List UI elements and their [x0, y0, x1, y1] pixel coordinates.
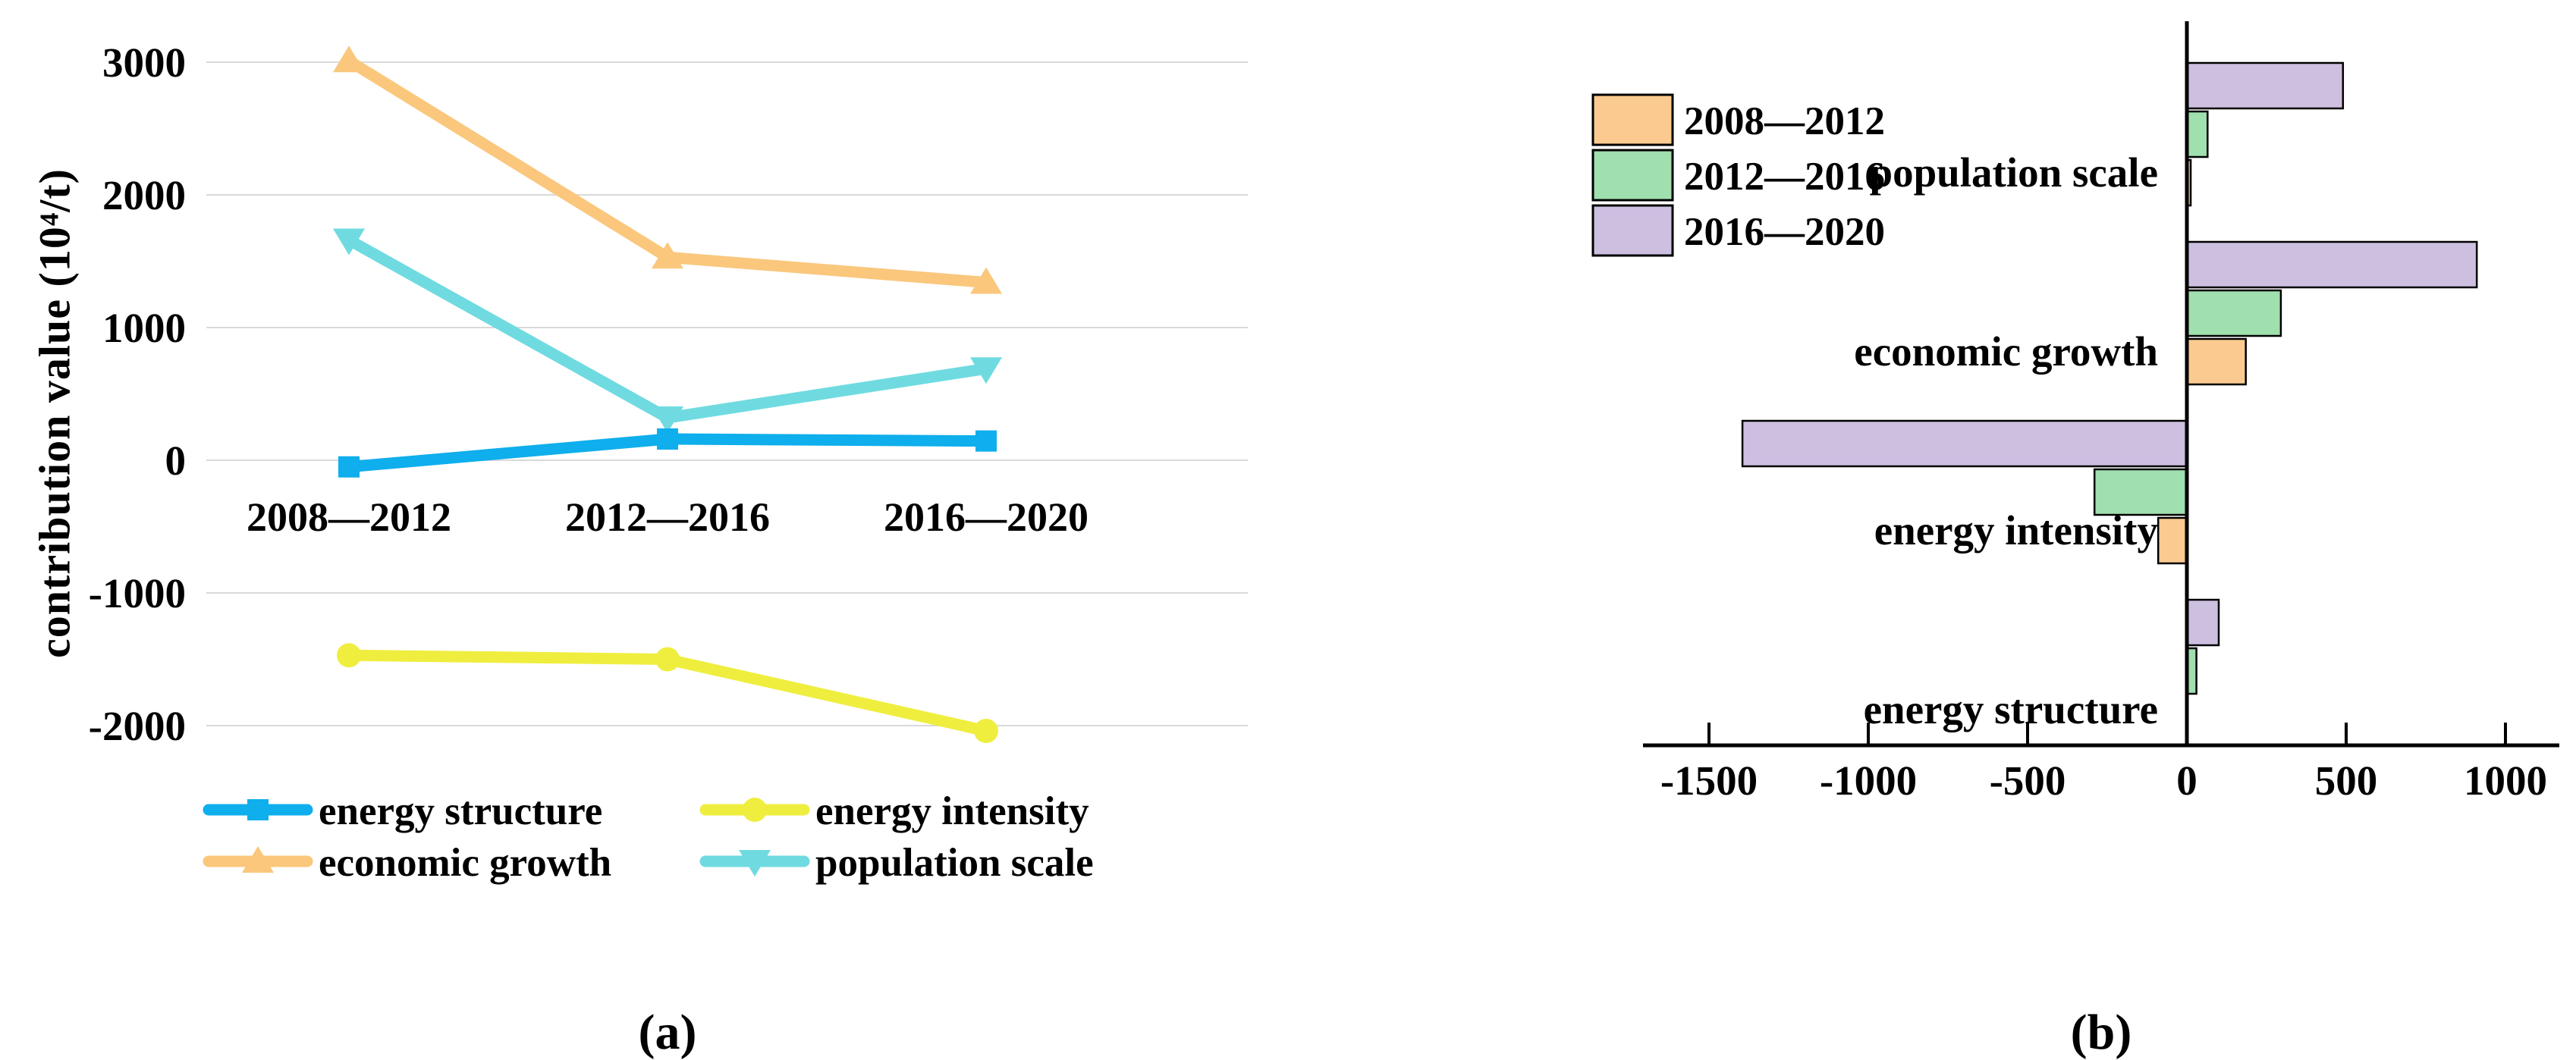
data-point-marker-population-scale [652, 406, 683, 433]
legend-item: 2012—2016 [1591, 149, 1885, 202]
y-tick-label: 0 [165, 437, 187, 484]
category-label: 2008—2012 [247, 494, 451, 540]
bar-population-scale-2012—2016 [2185, 110, 2209, 158]
category-label: 2012—2016 [565, 494, 770, 540]
category-label: energy intensity [1874, 507, 2158, 554]
data-point-marker-economic-growth [652, 242, 683, 269]
legend-item: 2008—2012 [1591, 93, 1885, 146]
legend-item: energy structure [203, 789, 602, 833]
line-chart: 3000 2000 1000 0 -1000 -2000 2008—2012 2012—201… [89, 39, 1248, 885]
category-label: 2016—2020 [884, 494, 1089, 540]
legend-label: 2008—2012 [1684, 99, 1885, 143]
legend-item: energy intensity [699, 789, 1089, 833]
legend-marker [743, 798, 767, 822]
legend-label: energy structure [319, 789, 602, 833]
data-point-marker-energy-structure [657, 428, 678, 450]
legend-item: population scale [699, 841, 1094, 885]
legend-label: energy intensity [815, 789, 1089, 833]
bar-chart: population scale economic growth energy in… [1591, 21, 2559, 804]
data-point-marker-energy-intensity [337, 643, 361, 668]
legend-marker [242, 846, 274, 873]
bar-energy-intensity-2008—2012 [2157, 516, 2188, 565]
legend-item: economic growth [203, 841, 611, 885]
legend-item: 2016—2020 [1591, 204, 1885, 257]
panel-caption-b: (b) [2070, 1005, 2132, 1060]
y-axis-title: contribution value (10⁴/t) [30, 168, 80, 658]
line-chart-panel: 3000 2000 1000 0 -1000 -2000 2008—2012 2012—201… [30, 39, 1248, 1060]
bar-energy-structure-2016—2020 [2185, 598, 2220, 647]
y-tick-label: -1000 [89, 570, 186, 616]
y-tick-label: -2000 [89, 703, 186, 749]
data-point-marker-population-scale [970, 357, 1002, 384]
y-tick-label: 1000 [102, 305, 186, 351]
legend-label: 2016—2020 [1684, 210, 1885, 254]
category-label: economic growth [1854, 328, 2158, 375]
data-point-marker-population-scale [333, 228, 365, 256]
panel-caption-a: (a) [638, 1005, 697, 1060]
x-tick-label: -1000 [1820, 757, 1917, 804]
legend-swatch [1591, 93, 1674, 146]
y-tick-label: 2000 [102, 172, 186, 218]
category-label: population scale [1870, 149, 2159, 196]
data-point-marker-energy-intensity [655, 647, 680, 672]
legend-marker [247, 799, 269, 820]
bar-economic-growth-2008—2012 [2185, 337, 2247, 386]
legend-marker [739, 850, 771, 877]
bar-energy-intensity-2016—2020 [1741, 419, 2188, 468]
legend-swatch [1591, 149, 1674, 202]
x-tick-label: 500 [2315, 757, 2378, 804]
data-point-marker-energy-structure [338, 456, 360, 478]
x-tick-label: 0 [2176, 757, 2197, 804]
legend-swatch [1591, 204, 1674, 257]
bar-economic-growth-2012—2016 [2185, 289, 2282, 337]
y-tick-label: 3000 [102, 39, 186, 86]
data-point-marker-economic-growth [333, 45, 365, 73]
x-tick-label: 1000 [2464, 757, 2547, 804]
legend-label: population scale [815, 841, 1094, 885]
legend-label: 2012—2016 [1684, 155, 1885, 199]
data-point-marker-energy-structure [975, 430, 997, 452]
bar-economic-growth-2016—2020 [2185, 240, 2478, 289]
data-point-marker-economic-growth [970, 267, 1002, 294]
x-tick-label: -1500 [1660, 757, 1758, 804]
data-point-marker-energy-intensity [974, 719, 998, 743]
bar-population-scale-2016—2020 [2185, 61, 2345, 110]
category-label: energy structure [1864, 686, 2158, 732]
legend-label: economic growth [319, 841, 611, 885]
bar-chart-panel: population scale economic growth energy in… [1288, 0, 2576, 1060]
x-tick-label: -500 [1990, 757, 2066, 804]
